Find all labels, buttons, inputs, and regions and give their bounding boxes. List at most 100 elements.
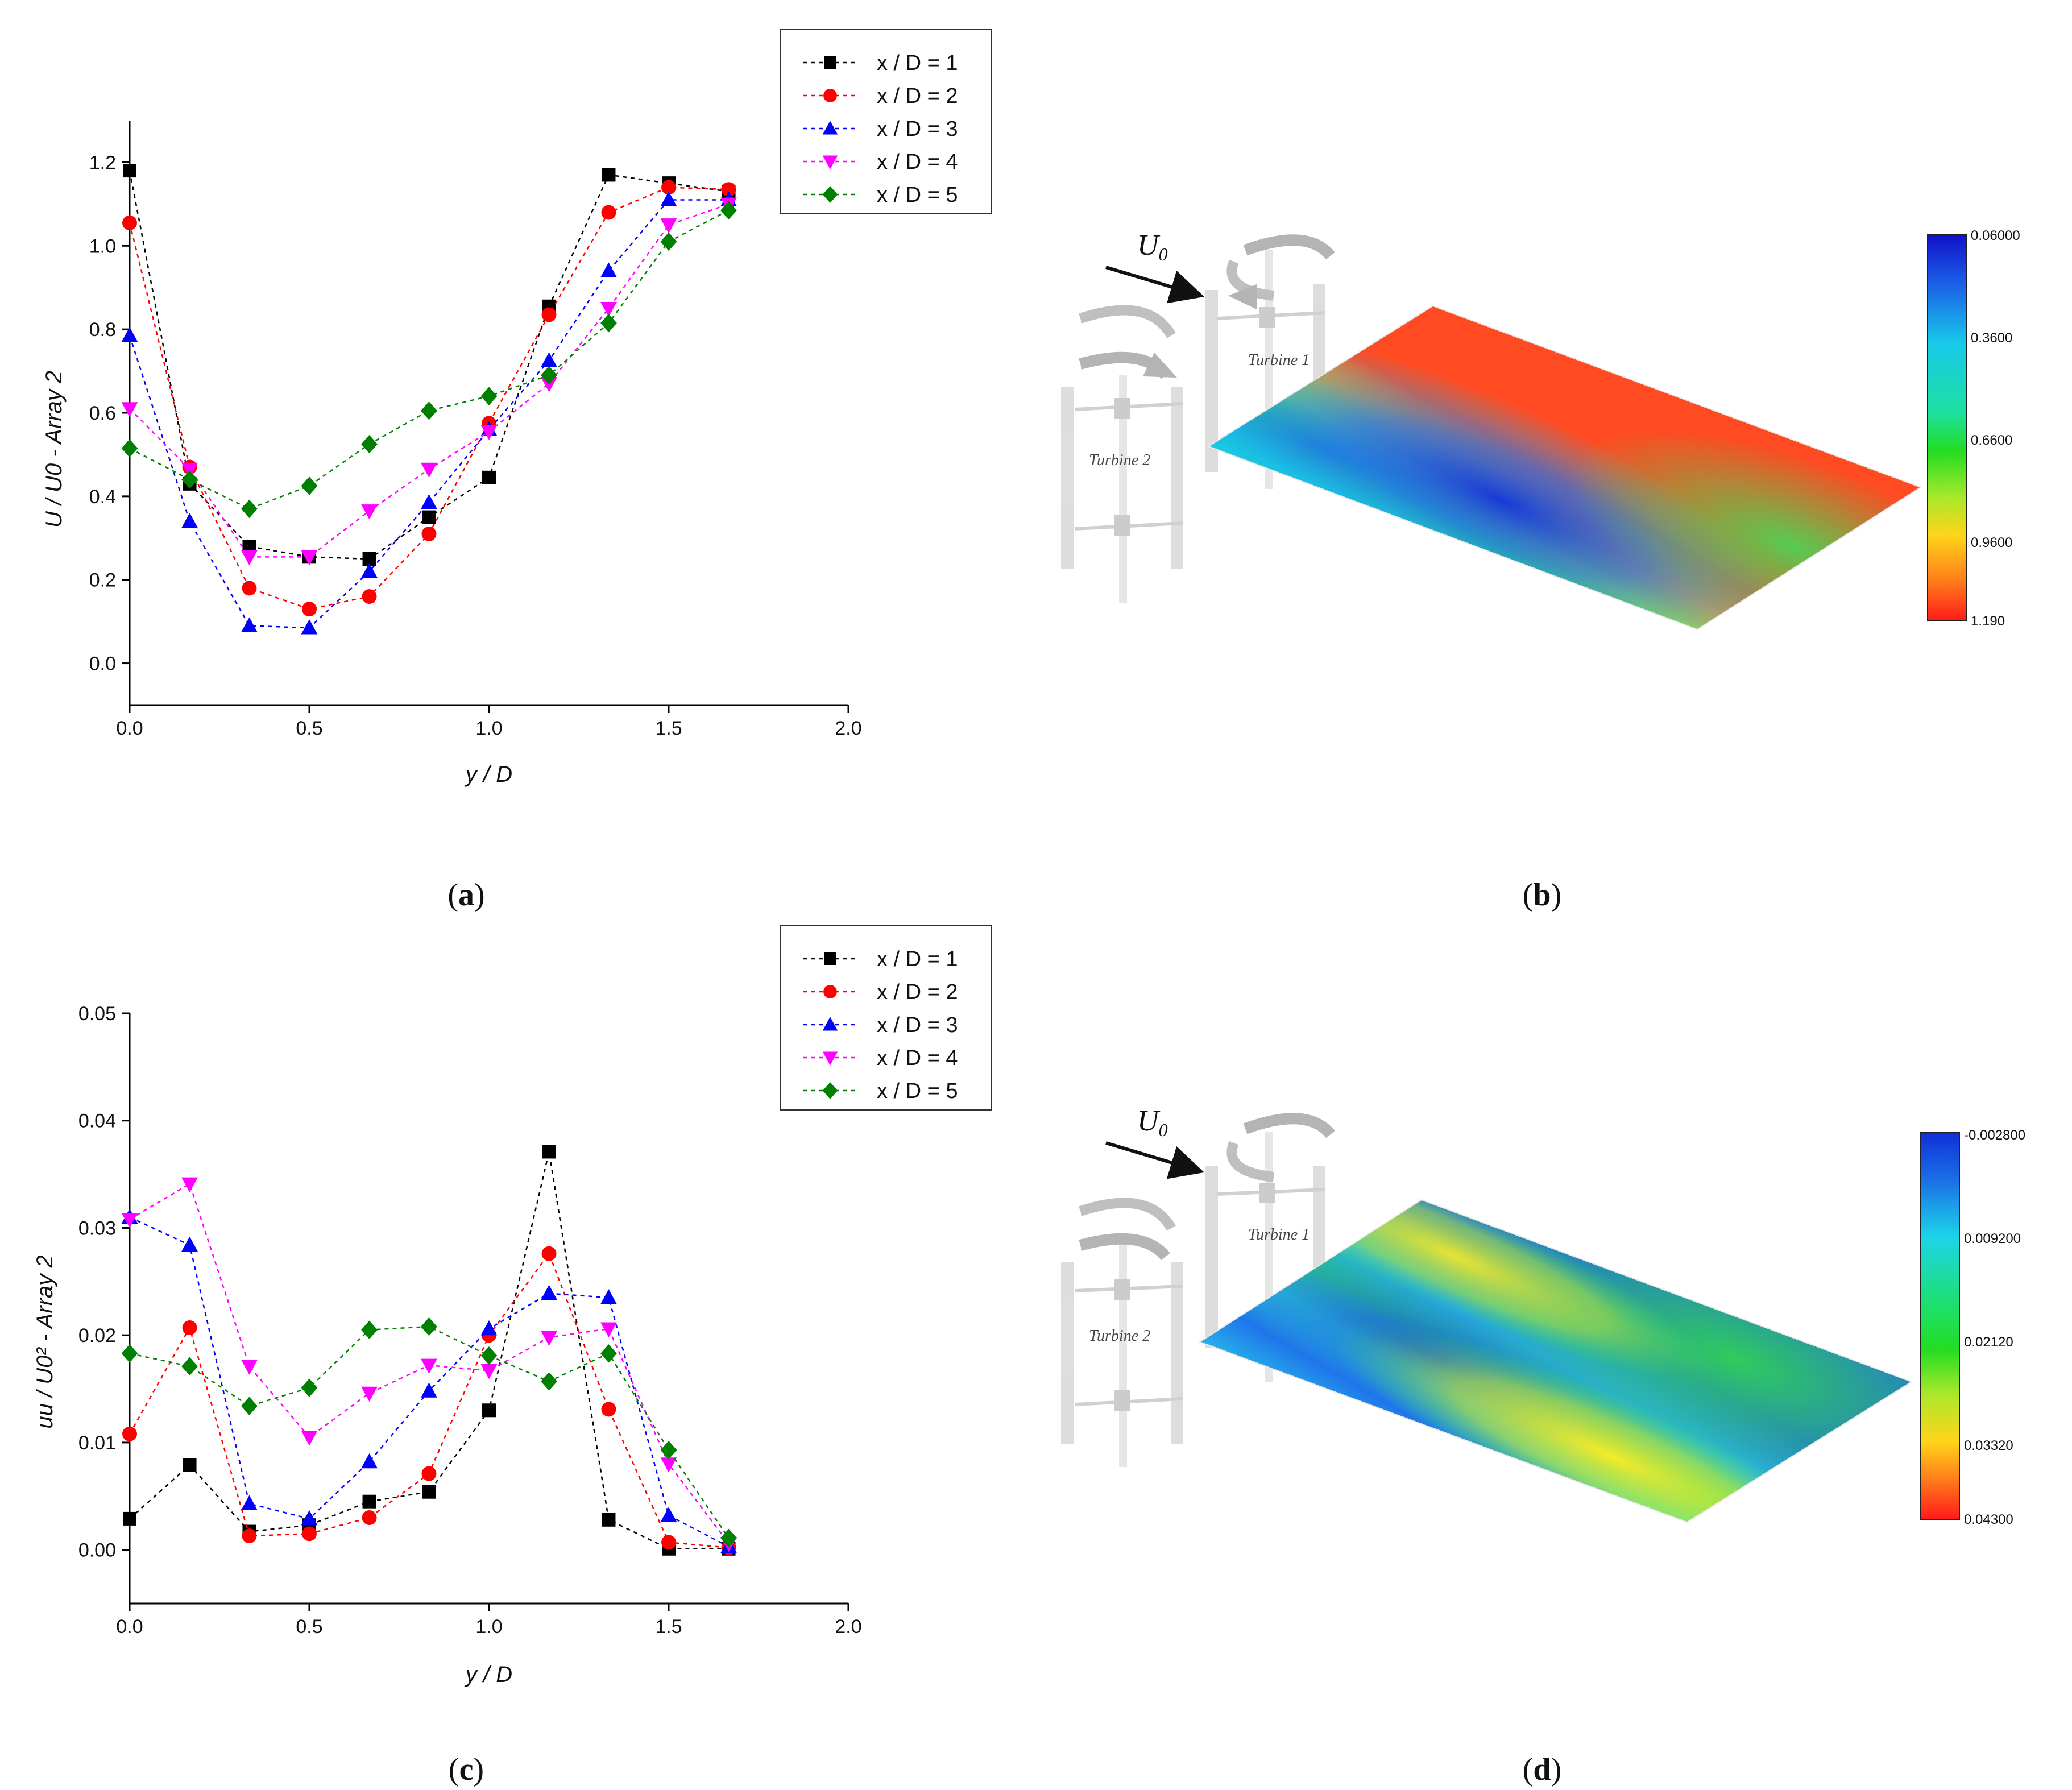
panel-a-xtick-label: 1.0	[475, 718, 502, 739]
panel-c-series-2-point	[541, 1246, 557, 1261]
panel-c-series-1-point	[123, 1511, 136, 1526]
panel-c-series-5-point	[600, 1344, 617, 1363]
panel-a-series-2-point	[302, 602, 317, 617]
turbine-2-rotation-arc-icon	[1079, 305, 1176, 338]
panel-c-series-5-point	[301, 1378, 318, 1397]
panel-b-colorbar-label-4: 0.9600	[1971, 535, 2012, 550]
panel-b-u0-subscript: 0	[1159, 244, 1168, 264]
panel-a-series-4-point	[660, 218, 677, 234]
panel-a-xtick-label: 2.0	[835, 718, 861, 739]
turbine-2-hub-bottom	[1114, 515, 1130, 536]
panel-a-series-2-line	[129, 187, 729, 610]
panel-c-series-1-line	[129, 1151, 729, 1549]
turbine-1-rotation-arrowhead-icon	[1228, 284, 1257, 309]
panel-a-xtick-label: 0.5	[296, 718, 322, 739]
panel-a-legend-5-label: x / D = 5	[877, 183, 958, 207]
panel-c-legend-2-label: x / D = 2	[877, 980, 958, 1004]
panel-a-series-2-point	[421, 526, 437, 541]
panel-c-series-4-point	[361, 1386, 378, 1402]
panel-c-legend-5-marker	[822, 1082, 838, 1099]
panel-a-legend-1-label: x / D = 1	[877, 51, 958, 75]
panel-c-series-1-point	[602, 1513, 616, 1527]
panel-b-caption-letter: b	[1533, 877, 1551, 913]
panel-a-ytick-label: 0.8	[89, 319, 116, 341]
panel-b-inflow-arrow-icon	[1105, 266, 1204, 304]
panel-c-series-4-point	[600, 1322, 617, 1337]
panel-c-xtick-label: 1.0	[475, 1616, 502, 1638]
panel-b-colorbar: 0.06000 0.3600 0.6600 0.9600 1.190	[1927, 228, 2020, 629]
panel-b-colorbar-label-1: 0.06000	[1971, 228, 2020, 243]
panel-c-series-5-point	[421, 1317, 437, 1336]
panel-c-legend-2-marker	[823, 985, 837, 998]
panel-a-caption: (a)	[447, 877, 484, 913]
panel-a-xtick-label: 1.5	[655, 718, 682, 739]
panel-c-series-4-point	[421, 1358, 437, 1374]
d-turbine-1-rotation-arc-icon	[1226, 1141, 1275, 1182]
panel-b-colorbar-label-2: 0.3600	[1971, 330, 2012, 346]
panel-c-series-2-point	[182, 1320, 197, 1335]
d-turbine-2-shaft	[1119, 1240, 1127, 1467]
turbine-2-blade-left	[1061, 387, 1074, 569]
panel-a-ytick-label: 0.0	[89, 653, 116, 675]
panel-b-u0-label: U0	[1137, 229, 1168, 264]
turbine-1-hub	[1259, 307, 1275, 328]
panel-a-series-3-point	[421, 494, 437, 509]
panel-a-series-2-point	[541, 307, 557, 322]
panel-c-series-4-point	[541, 1331, 557, 1346]
panel-a-series-5-point	[301, 476, 318, 495]
panel-d-caption-letter: d	[1533, 1752, 1551, 1787]
panel-a-series-1-point	[482, 470, 496, 484]
panel-c-series-3-point	[181, 1236, 198, 1252]
panel-c-series-2-point	[601, 1402, 616, 1417]
d-turbine-2-blade-right	[1171, 1262, 1183, 1444]
panel-c-xtick-label: 2.0	[835, 1616, 861, 1638]
panel-a-series-4-point	[301, 550, 318, 566]
panel-a-series-4-point	[421, 462, 437, 478]
panel-c-ytick-label: 0.05	[78, 1003, 116, 1025]
panel-d-colorbar-label-5: 0.04300	[1964, 1512, 2013, 1527]
panel-d-colorbar-label-1: -0.002800	[1964, 1128, 2025, 1143]
panel-c-series-1-point	[362, 1494, 376, 1509]
panel-c-ytick-label: 0.01	[78, 1432, 116, 1454]
panel-c-ylabel-text: uu / U0² - Array 2	[32, 1255, 57, 1428]
panel-c-series-5-point	[480, 1346, 498, 1365]
panel-c-series-3-point	[541, 1285, 557, 1300]
panel-c-plot-area: 0.0 0.5 1.0 1.5 2.0 0.00 0.01 0.02 0.03 0.04 0.05	[78, 1003, 862, 1638]
panel-c-caption-letter: c	[459, 1752, 474, 1787]
d-turbine-2-blade-left	[1061, 1262, 1074, 1444]
panel-a-series-4-point	[541, 377, 557, 392]
panel-a-series-4-point	[361, 504, 378, 520]
panel-c-legend-4-marker	[822, 1051, 838, 1066]
panel-a-xtick-label: 0.0	[116, 718, 143, 739]
panel-a-series-5-line	[129, 209, 730, 510]
panel-d-contour-surface	[1198, 1199, 1913, 1523]
panel-a-series-2-point	[721, 182, 736, 197]
panel-c-series-3-point	[241, 1495, 258, 1510]
panel-c-legend: x / D = 1 x / D = 2 x / D = 3 x / D = 4 x / …	[780, 925, 992, 1111]
panel-a-legend-box	[780, 29, 992, 214]
panel-a-legend-2-marker	[823, 89, 837, 102]
panel-c-series-1-point	[542, 1145, 556, 1159]
panel-a-series-3-point	[301, 619, 318, 635]
panel-a-series-2-point	[122, 215, 137, 230]
panel-a-chart: U / U0 - Array 2 y / D 0.0 0.5 1.0 1.5 2.00.…	[42, 29, 992, 913]
panel-c-ytick-label: 0.02	[78, 1325, 116, 1346]
panel-c-legend-box	[780, 925, 992, 1111]
panel-a-series-2-point	[601, 205, 616, 220]
panel-c-series-4-point	[121, 1212, 138, 1228]
panel-a-series-1-point	[123, 164, 136, 178]
panel-c-series-3-point	[480, 1320, 498, 1336]
panel-d-field-outline	[1198, 1199, 1913, 1523]
panel-a-series-5-point	[241, 499, 258, 519]
panel-d-inflow-arrow-icon	[1105, 1141, 1204, 1179]
panel-a-legend-2-label: x / D = 2	[877, 84, 958, 108]
panel-a-plot-area: 0.0 0.5 1.0 1.5 2.0 0.0 0.2 0.4 0.6 0.8 1.0 1.2	[89, 121, 862, 739]
panel-b-turbine-2-label: Turbine 2	[1089, 451, 1150, 469]
panel-d-contour: U0 Turbine 1 Turbine 2 -0.002800 0.00920…	[1061, 1105, 2025, 1787]
panel-c-caption: (c)	[449, 1752, 484, 1787]
panel-d-u0-subscript: 0	[1159, 1120, 1168, 1140]
panel-c-series-3-point	[660, 1507, 677, 1522]
panel-a-series-4-point	[241, 550, 258, 566]
turbine-1-blade-left	[1205, 290, 1218, 472]
